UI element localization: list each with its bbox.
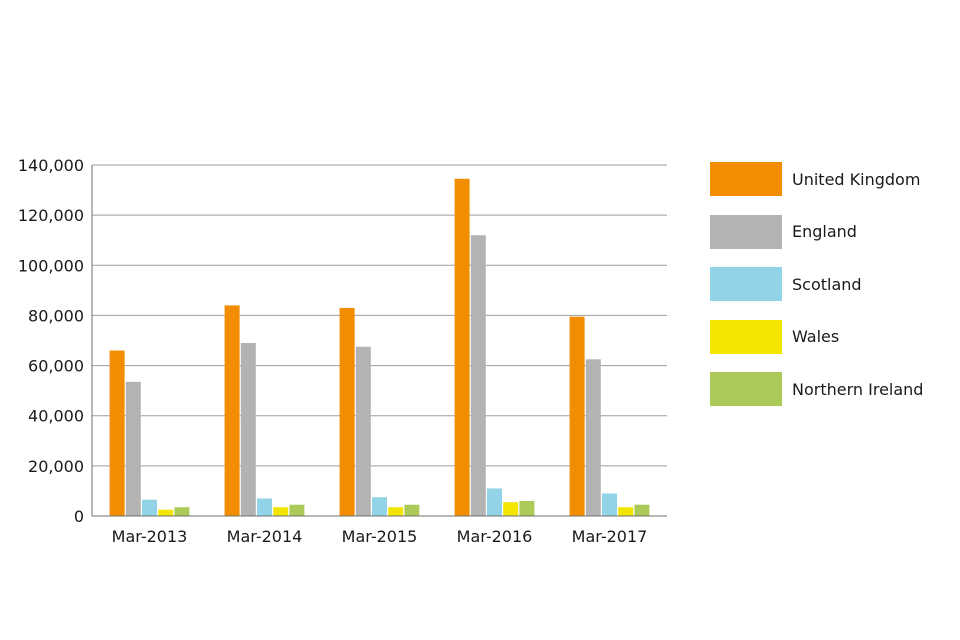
bar-northern-ireland-3 <box>519 500 535 516</box>
legend-swatch <box>710 162 782 196</box>
legend-label: England <box>792 222 857 241</box>
y-tick-label: 60,000 <box>28 357 84 376</box>
y-tick-label: 40,000 <box>28 407 84 426</box>
axes <box>91 165 667 517</box>
bar-england-2 <box>355 346 371 516</box>
bar-wales-4 <box>618 507 634 516</box>
y-axis-tick-labels: 0 20,000 40,000 60,000 80,000 100,000 120,000 1… <box>18 156 84 526</box>
bar-scotland-3 <box>487 488 502 516</box>
bar-northern-ireland-1 <box>289 504 305 516</box>
bar-scotland-0 <box>142 499 157 516</box>
legend-label: United Kingdom <box>792 169 921 189</box>
bar-united-kingdom-1 <box>224 305 240 516</box>
x-tick-label: Mar-2014 <box>227 527 303 546</box>
x-tick-label: Mar-2015 <box>342 527 418 546</box>
gridlines <box>92 164 667 467</box>
x-tick-label: Mar-2013 <box>112 527 188 546</box>
bar-wales-2 <box>388 507 404 516</box>
bar-england-1 <box>240 343 256 516</box>
bar-united-kingdom-2 <box>339 307 355 516</box>
bar-northern-ireland-2 <box>404 504 420 516</box>
legend: United Kingdom England Scotland Wales Northe… <box>710 162 955 425</box>
legend-label: Wales <box>792 327 840 346</box>
bar-england-0 <box>125 381 141 516</box>
legend-swatch <box>710 372 782 406</box>
y-tick-label: 80,000 <box>28 306 84 325</box>
y-tick-label: 120,000 <box>18 206 84 225</box>
y-tick-label: 100,000 <box>18 256 84 275</box>
bars <box>109 178 650 516</box>
legend-item: Scotland <box>710 267 955 301</box>
legend-swatch <box>710 267 782 301</box>
bar-scotland-4 <box>602 493 617 516</box>
y-tick-label: 0 <box>74 507 84 526</box>
legend-item: United Kingdom <box>710 162 955 196</box>
bar-england-3 <box>470 235 486 516</box>
bar-scotland-1 <box>257 498 272 516</box>
legend-label: Northern Ireland <box>792 379 924 399</box>
x-tick-label: Mar-2017 <box>572 527 648 546</box>
legend-label: Scotland <box>792 274 862 294</box>
bar-england-4 <box>585 359 601 516</box>
legend-item: Wales <box>710 319 955 354</box>
y-tick-label: 20,000 <box>28 457 84 476</box>
bar-wales-0 <box>158 509 174 516</box>
bar-northern-ireland-0 <box>174 507 190 516</box>
x-tick-label: Mar-2016 <box>457 527 533 546</box>
x-axis-tick-labels: Mar-2013 Mar-2014 Mar-2015 Mar-2016 Mar-2017 <box>112 527 648 546</box>
bar-united-kingdom-4 <box>569 316 585 516</box>
bar-united-kingdom-3 <box>454 178 470 516</box>
bar-united-kingdom-0 <box>109 350 125 516</box>
legend-swatch <box>710 214 782 249</box>
legend-item: Northern Ireland <box>710 372 955 406</box>
legend-item: England <box>710 214 955 249</box>
bar-wales-1 <box>273 507 289 516</box>
bar-northern-ireland-4 <box>634 504 650 516</box>
y-tick-label: 140,000 <box>18 156 84 175</box>
legend-swatch <box>710 319 782 354</box>
bar-wales-3 <box>503 502 519 516</box>
bar-scotland-2 <box>372 497 387 516</box>
